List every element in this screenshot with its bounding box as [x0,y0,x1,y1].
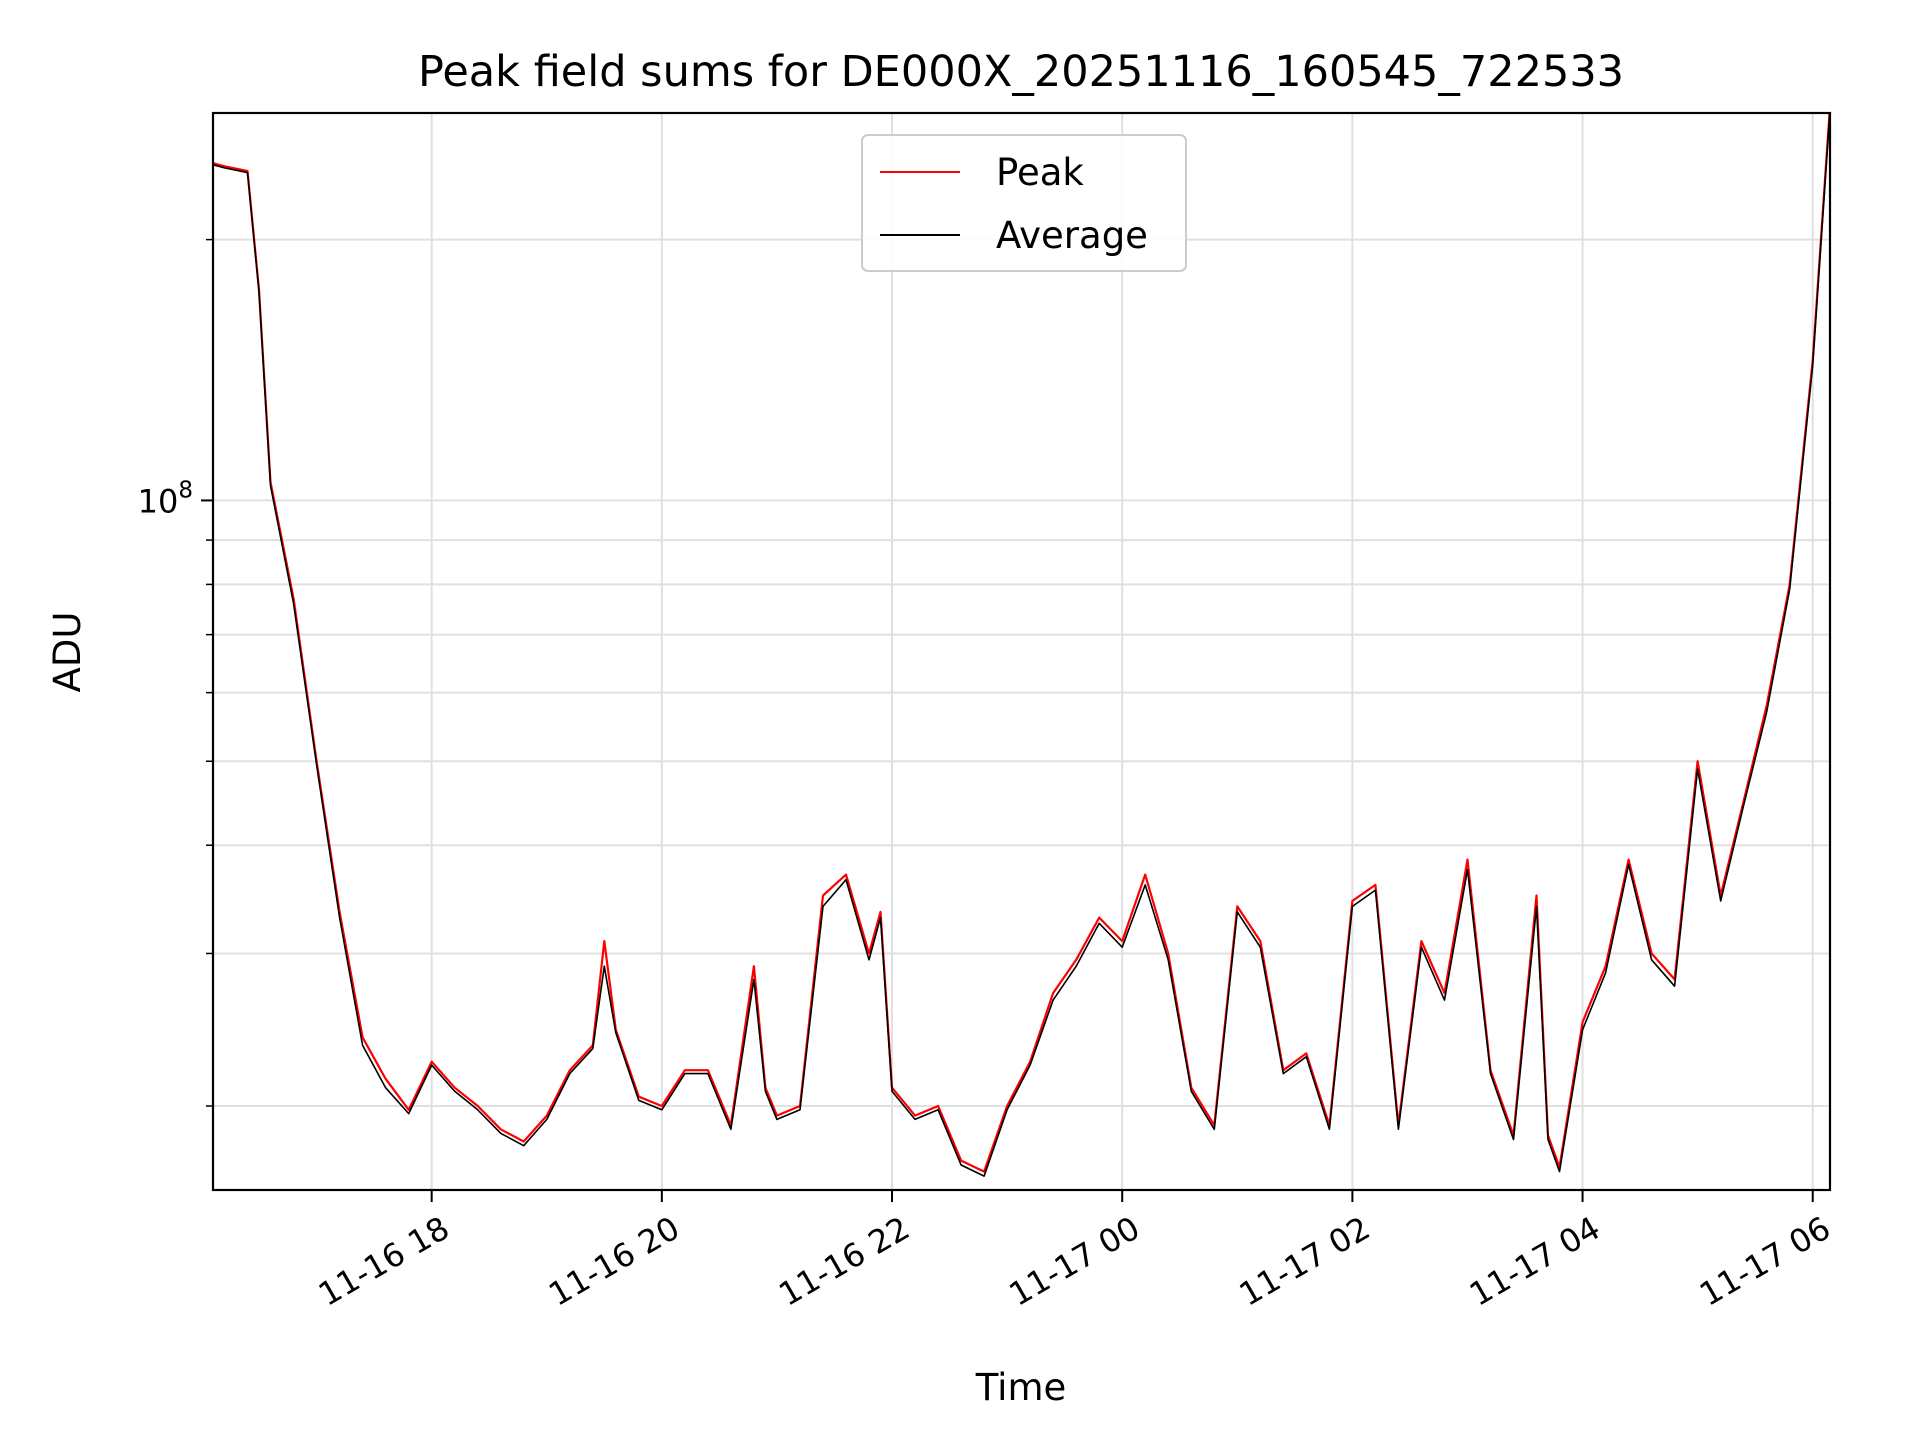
series-layer [213,113,1830,1177]
series-line-peak [213,113,1830,1173]
legend-box [861,134,1187,272]
legend-label-average: Average [996,214,1148,257]
y-axis-label: ADU [46,612,89,693]
y-tick-label-base: 10 [138,482,179,520]
grid [213,113,1830,1190]
series-line-average [213,113,1830,1177]
series-average [213,113,1830,1177]
y-tick-label: 108 [138,477,193,520]
y-tick-label-exponent: 8 [178,477,193,503]
legend-label-peak: Peak [996,151,1084,194]
legend: Peak Average [861,134,1187,272]
x-axis-label: Time [975,1366,1067,1409]
chart-title: Peak field sums for DE000X_20251116_1605… [418,47,1624,97]
plot-frame [211,111,1832,1192]
y-axis: 108 [138,238,213,1107]
